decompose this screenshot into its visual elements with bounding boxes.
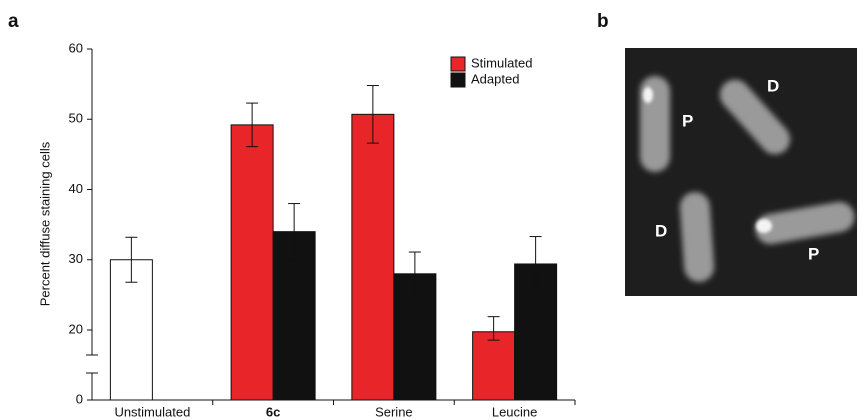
cell-pole xyxy=(756,219,772,233)
x-tick-label: Unstimulated xyxy=(114,404,190,419)
y-tick-label: 20 xyxy=(69,321,83,336)
cell-label: P xyxy=(808,244,819,263)
chart: a b Percent diffuse staining cells P D D… xyxy=(0,0,865,420)
x-tick-label: Leucine xyxy=(492,404,538,419)
bar xyxy=(352,114,394,400)
legend-swatch xyxy=(451,73,465,87)
cell-label: D xyxy=(655,221,667,240)
cell-label: D xyxy=(767,76,779,95)
legend-swatch xyxy=(451,57,465,71)
legend-label: Stimulated xyxy=(471,55,532,70)
cell-pole xyxy=(643,87,653,103)
panel-label: b xyxy=(597,11,609,32)
y-axis-title: Percent diffuse staining cells xyxy=(37,141,52,306)
x-tick-label: 6c xyxy=(266,404,280,419)
micrograph: P D D P xyxy=(625,48,857,296)
cell xyxy=(679,191,715,283)
y-tick-label: 60 xyxy=(69,40,83,55)
legend-label: Adapted xyxy=(471,71,519,86)
figure: a b Percent diffuse staining cells P D D… xyxy=(0,0,865,420)
bar xyxy=(473,332,515,400)
bar xyxy=(231,125,273,400)
panel-label: a xyxy=(8,11,19,32)
cell-label: P xyxy=(682,111,693,130)
y-tick-label: 40 xyxy=(69,181,83,196)
x-tick-label: Serine xyxy=(375,404,413,419)
y-tick-label: 50 xyxy=(69,111,83,126)
y-tick-label: 30 xyxy=(69,251,83,266)
y-tick-label: 0 xyxy=(76,391,83,406)
